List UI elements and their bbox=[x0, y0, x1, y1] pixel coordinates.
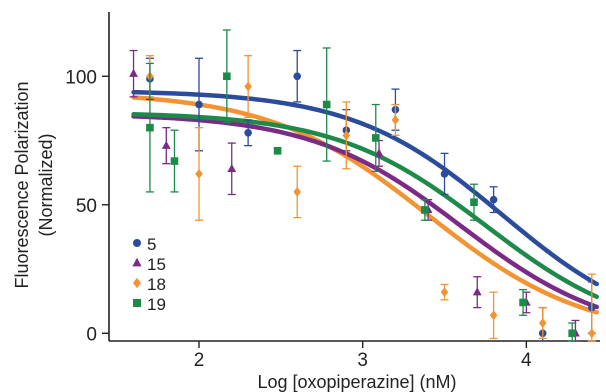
point-series-15-5 bbox=[472, 287, 482, 296]
point-series-19-0 bbox=[146, 123, 154, 132]
point-series-19-2 bbox=[223, 72, 231, 81]
x-tick-label-1: 3 bbox=[357, 350, 368, 371]
point-series-5-7 bbox=[489, 195, 498, 204]
fit-curve-series-15 bbox=[131, 114, 599, 310]
fit-curve-series-18 bbox=[131, 95, 599, 315]
point-series-19-6 bbox=[421, 206, 429, 214]
point-series-18-6 bbox=[440, 287, 449, 298]
legend-marker-15 bbox=[132, 257, 142, 267]
legend-marker-19 bbox=[133, 299, 141, 307]
legend-item-15: 15 bbox=[132, 255, 166, 274]
legend-marker-5 bbox=[133, 239, 141, 247]
x-axis-title: Log [oxopiperazine] (nM) bbox=[257, 372, 456, 392]
point-series-5-6 bbox=[440, 170, 449, 178]
point-series-18-3 bbox=[293, 186, 302, 197]
point-series-5-1 bbox=[195, 100, 203, 109]
legend-item-18: 18 bbox=[133, 275, 166, 294]
axis-ticks: 2 3 4 0 50 100 bbox=[65, 67, 532, 371]
point-series-5-3 bbox=[293, 72, 302, 81]
y-tick-label-0: 0 bbox=[86, 324, 97, 345]
legend-label-18: 18 bbox=[147, 275, 166, 294]
point-series-15-3 bbox=[374, 148, 384, 157]
point-series-19-1 bbox=[170, 157, 179, 165]
point-series-19-5 bbox=[371, 134, 380, 142]
legend-label-5: 5 bbox=[147, 235, 156, 254]
series-19-points bbox=[145, 29, 577, 342]
point-series-5-2 bbox=[244, 129, 252, 137]
x-tick-label-2: 4 bbox=[521, 350, 532, 371]
fit-curves bbox=[131, 89, 599, 315]
point-series-19-3 bbox=[273, 146, 282, 155]
y-axis-title: Fluorescence Polarization (Normalized) bbox=[12, 81, 56, 288]
point-series-19-7 bbox=[470, 198, 478, 207]
legend-item-5: 5 bbox=[133, 235, 156, 254]
legend-item-19: 19 bbox=[133, 295, 166, 314]
point-series-18-2 bbox=[244, 81, 252, 92]
point-series-18-5 bbox=[391, 115, 400, 125]
point-series-15-0 bbox=[129, 68, 138, 77]
data-points bbox=[129, 29, 596, 342]
legend-label-19: 19 bbox=[147, 295, 166, 314]
point-series-15-2 bbox=[227, 163, 237, 173]
point-series-18-9 bbox=[588, 328, 596, 339]
legend-marker-18 bbox=[133, 277, 141, 289]
plot-area: 2 3 4 0 50 100 bbox=[65, 12, 600, 371]
legend-label-15: 15 bbox=[147, 255, 166, 274]
y-tick-label-2: 100 bbox=[65, 67, 97, 88]
y-axis-title-line-2: (Normalized) bbox=[36, 133, 56, 236]
point-series-15-1 bbox=[161, 140, 171, 149]
fit-curve-series-5 bbox=[131, 89, 599, 287]
point-series-18-4 bbox=[342, 130, 351, 141]
point-series-18-8 bbox=[538, 318, 547, 328]
x-tick-label-0: 2 bbox=[194, 350, 205, 371]
point-series-19-9 bbox=[568, 329, 576, 338]
point-series-18-7 bbox=[489, 310, 498, 321]
point-series-18-1 bbox=[195, 168, 203, 179]
point-series-19-4 bbox=[322, 100, 331, 109]
series-18-points bbox=[145, 55, 596, 342]
y-axis-title-line-1: Fluorescence Polarization bbox=[12, 81, 32, 288]
point-series-19-8 bbox=[519, 298, 527, 307]
fit-curve-series-19 bbox=[131, 112, 599, 299]
y-tick-label-1: 50 bbox=[76, 196, 97, 217]
